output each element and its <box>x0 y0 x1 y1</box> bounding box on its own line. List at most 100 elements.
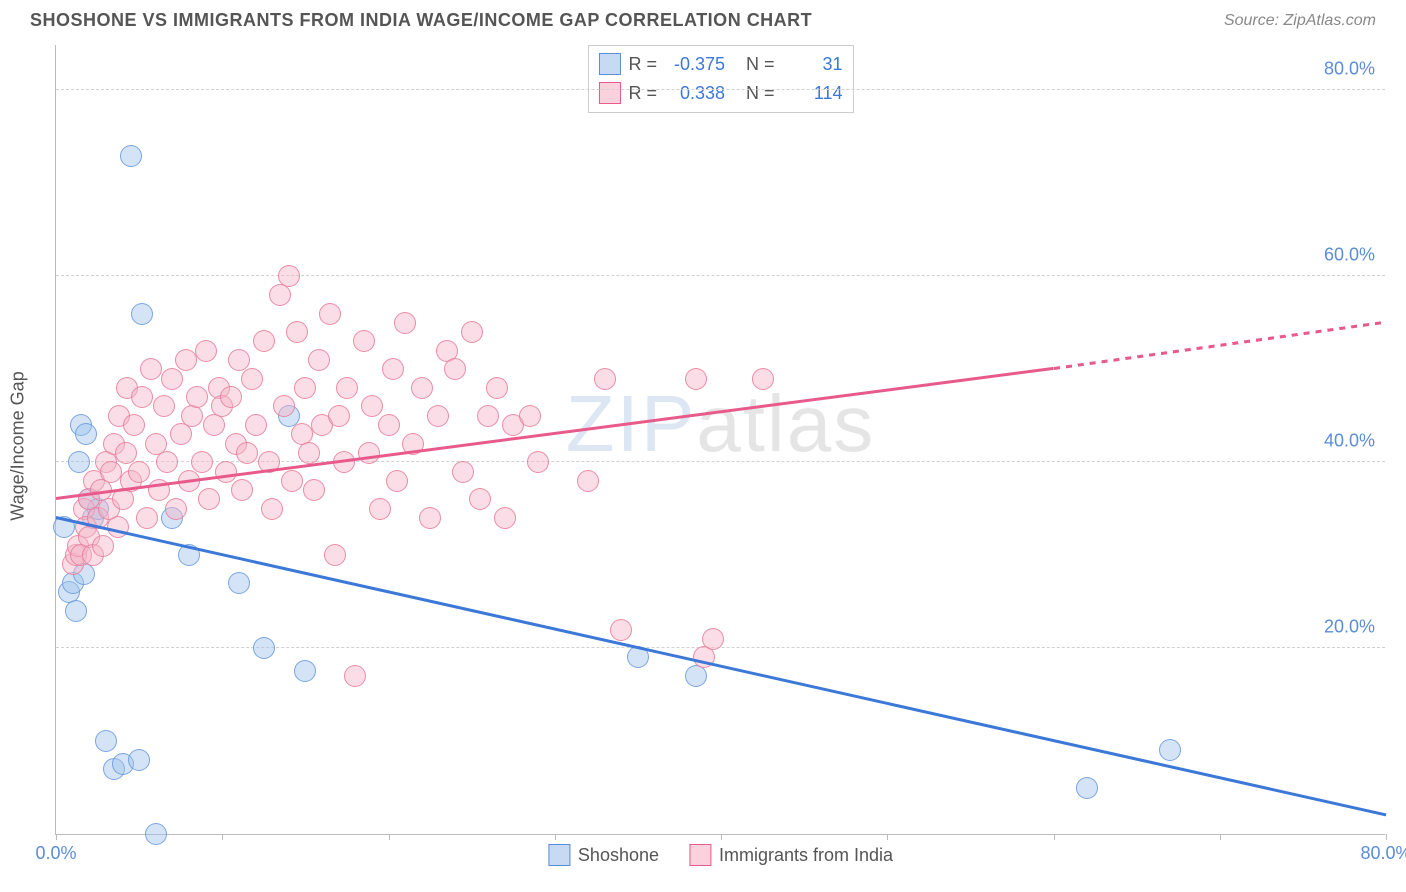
data-point <box>165 498 187 520</box>
data-point <box>328 405 350 427</box>
data-point <box>170 423 192 445</box>
data-point <box>245 414 267 436</box>
data-point <box>527 451 549 473</box>
data-point <box>382 358 404 380</box>
data-point <box>324 544 346 566</box>
data-point <box>461 321 483 343</box>
scatter-chart: ZIPatlas R = -0.375 N = 31 R = 0.338 N =… <box>55 45 1385 835</box>
data-point <box>452 461 474 483</box>
data-point <box>120 145 142 167</box>
data-point <box>273 395 295 417</box>
data-point <box>358 442 380 464</box>
gridline <box>56 89 1385 90</box>
corr-r-value-2: 0.338 <box>665 79 725 108</box>
data-point <box>131 303 153 325</box>
data-point <box>577 470 599 492</box>
data-point <box>253 637 275 659</box>
data-point <box>486 377 508 399</box>
data-point <box>752 368 774 390</box>
y-tick-label: 60.0% <box>1324 245 1375 266</box>
watermark-atlas: atlas <box>696 379 875 468</box>
data-point <box>128 749 150 771</box>
legend-item-2: Immigrants from India <box>689 844 893 866</box>
corr-n-value-2: 114 <box>783 79 843 108</box>
data-point <box>195 340 217 362</box>
data-point <box>191 451 213 473</box>
data-point <box>281 470 303 492</box>
data-point <box>278 265 300 287</box>
correlation-box: R = -0.375 N = 31 R = 0.338 N = 114 <box>587 45 853 113</box>
trend-line <box>1053 320 1386 369</box>
data-point <box>128 461 150 483</box>
data-point <box>419 507 441 529</box>
data-point <box>411 377 433 399</box>
data-point <box>594 368 616 390</box>
data-point <box>100 461 122 483</box>
data-point <box>361 395 383 417</box>
swatch-pink-icon <box>689 844 711 866</box>
data-point <box>378 414 400 436</box>
data-point <box>220 386 242 408</box>
x-tick-mark <box>721 834 722 840</box>
data-point <box>494 507 516 529</box>
data-point <box>161 368 183 390</box>
legend-item-1: Shoshone <box>548 844 659 866</box>
x-tick-label: 0.0% <box>35 843 76 864</box>
data-point <box>298 442 320 464</box>
data-point <box>519 405 541 427</box>
corr-r-value-1: -0.375 <box>665 50 725 79</box>
chart-title: SHOSHONE VS IMMIGRANTS FROM INDIA WAGE/I… <box>30 10 812 31</box>
data-point <box>175 349 197 371</box>
data-point <box>153 395 175 417</box>
x-tick-mark <box>56 834 57 840</box>
swatch-pink-icon <box>598 82 620 104</box>
data-point <box>131 386 153 408</box>
trend-line <box>56 516 1387 816</box>
data-point <box>261 498 283 520</box>
data-point <box>369 498 391 520</box>
legend: Shoshone Immigrants from India <box>548 844 893 866</box>
corr-r-label: R = <box>628 50 657 79</box>
data-point <box>303 479 325 501</box>
gridline <box>56 275 1385 276</box>
data-point <box>92 535 114 557</box>
x-tick-mark <box>1054 834 1055 840</box>
y-tick-label: 80.0% <box>1324 59 1375 80</box>
data-point <box>186 386 208 408</box>
data-point <box>75 423 97 445</box>
data-point <box>1159 739 1181 761</box>
data-point <box>319 303 341 325</box>
corr-n-value-1: 31 <box>783 50 843 79</box>
data-point <box>123 414 145 436</box>
data-point <box>1076 777 1098 799</box>
data-point <box>286 321 308 343</box>
swatch-blue-icon <box>598 53 620 75</box>
data-point <box>253 330 275 352</box>
legend-label-2: Immigrants from India <box>719 845 893 866</box>
data-point <box>294 377 316 399</box>
data-point <box>610 619 632 641</box>
correlation-row-2: R = 0.338 N = 114 <box>598 79 842 108</box>
correlation-row-1: R = -0.375 N = 31 <box>598 50 842 79</box>
legend-label-1: Shoshone <box>578 845 659 866</box>
x-tick-mark <box>222 834 223 840</box>
data-point <box>685 368 707 390</box>
x-tick-mark <box>555 834 556 840</box>
data-point <box>444 358 466 380</box>
chart-source: Source: ZipAtlas.com <box>1224 12 1376 30</box>
data-point <box>353 330 375 352</box>
y-tick-label: 20.0% <box>1324 617 1375 638</box>
data-point <box>228 572 250 594</box>
data-point <box>427 405 449 427</box>
data-point <box>95 730 117 752</box>
corr-n-label: N = <box>746 50 775 79</box>
data-point <box>215 461 237 483</box>
data-point <box>136 507 158 529</box>
data-point <box>140 358 162 380</box>
data-point <box>394 312 416 334</box>
x-tick-mark <box>389 834 390 840</box>
chart-header: SHOSHONE VS IMMIGRANTS FROM INDIA WAGE/I… <box>0 0 1406 31</box>
gridline <box>56 461 1385 462</box>
data-point <box>386 470 408 492</box>
x-tick-mark <box>887 834 888 840</box>
